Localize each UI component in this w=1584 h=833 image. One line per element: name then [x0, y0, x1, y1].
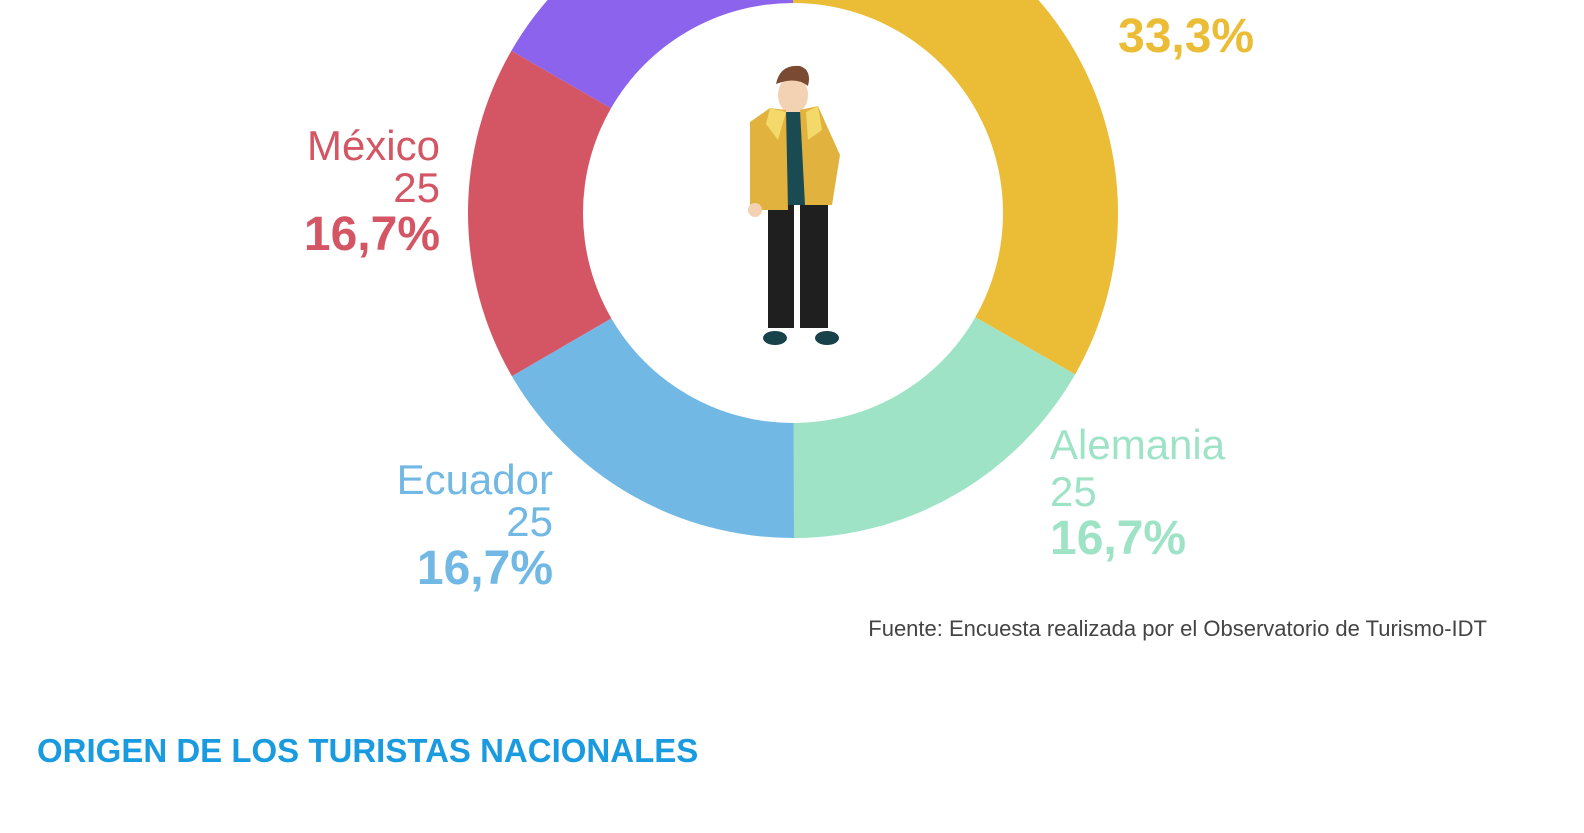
slice-name: México — [307, 122, 440, 169]
slice-percent: 16,7% — [1050, 512, 1186, 565]
slice-name: Ecuador — [397, 456, 553, 503]
slice-percent: 16,7% — [304, 208, 440, 261]
person-illustration — [748, 65, 840, 345]
section-title: ORIGEN DE LOS TURISTAS NACIONALES — [37, 732, 698, 769]
slice-count: 25 — [393, 164, 440, 211]
slice — [793, 317, 1076, 538]
slice — [793, 0, 1118, 375]
donut — [467, 0, 1118, 539]
slice-percent: 16,7% — [417, 542, 553, 595]
slice — [467, 50, 612, 377]
slice-count: 25 — [506, 498, 553, 545]
slice-name: Alemania — [1050, 421, 1226, 468]
source-note: Fuente: Encuesta realizada por el Observ… — [868, 616, 1487, 641]
slice — [511, 318, 795, 539]
slice-percent: 33,3% — [1118, 10, 1254, 63]
slice-count: 25 — [1050, 468, 1097, 515]
slice — [511, 0, 793, 109]
